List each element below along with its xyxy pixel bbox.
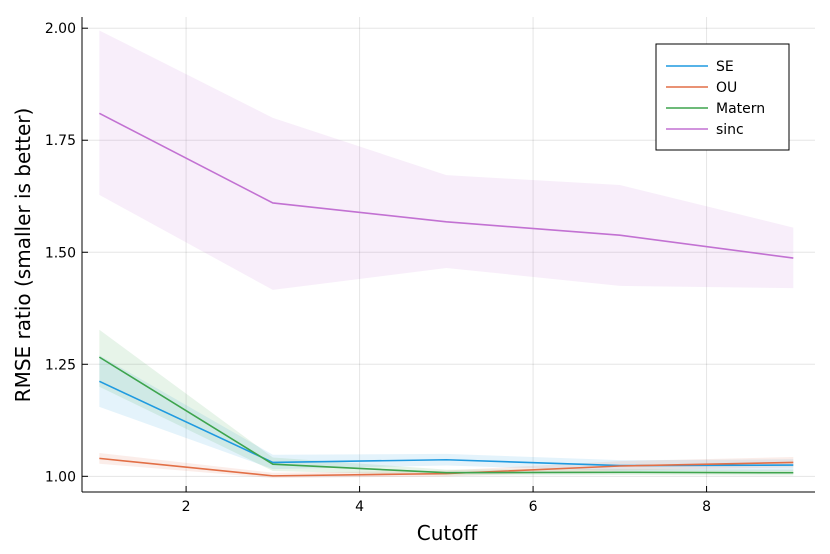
- legend: SE OU Matern sinc: [655, 43, 790, 151]
- line-matern: [98, 356, 794, 474]
- line-sinc: [98, 112, 794, 259]
- grid: [82, 17, 815, 492]
- series-lines: [98, 112, 794, 477]
- y-tick-label: 2.00: [45, 21, 76, 37]
- legend-label-ou: OU: [716, 80, 737, 96]
- x-tick-label: 4: [355, 499, 364, 515]
- legend-box: [655, 43, 790, 151]
- x-axis-title: Cutoff: [417, 521, 479, 545]
- x-tick-label: 6: [529, 499, 538, 515]
- y-axis-title: RMSE ratio (smaller is better): [11, 108, 35, 403]
- band-sinc: [99, 30, 794, 290]
- line-ou: [99, 457, 794, 477]
- y-tick-label: 1.00: [45, 469, 76, 485]
- y-tick-label: 1.25: [45, 357, 76, 373]
- x-tick-label: 2: [182, 499, 191, 515]
- legend-label-se: SE: [716, 59, 734, 75]
- y-tick-label: 1.50: [45, 245, 76, 261]
- legend-label-sinc: sinc: [716, 122, 744, 138]
- band-matern: [99, 329, 794, 476]
- y-tick-label: 1.75: [45, 133, 76, 149]
- axes: 2 4 6 8 1.00 1.25 1.50 1.75 2.00: [45, 17, 815, 515]
- legend-label-matern: Matern: [716, 101, 765, 117]
- x-tick-label: 8: [702, 499, 711, 515]
